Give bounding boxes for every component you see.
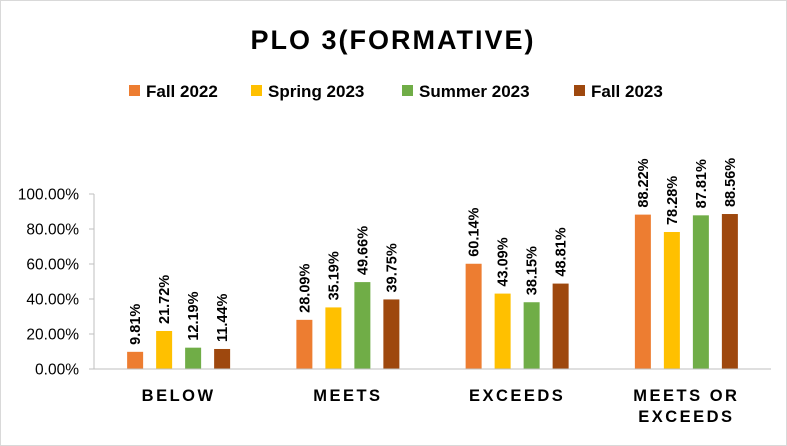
- category-label: EXCEEDS: [469, 387, 565, 405]
- bar: [185, 347, 202, 369]
- bar: [552, 283, 569, 369]
- legend-label: Spring 2023: [268, 82, 364, 101]
- data-label: 35.19%: [326, 251, 342, 300]
- data-label: 43.09%: [496, 237, 512, 286]
- category-label: MEETS OR: [633, 387, 739, 405]
- data-label: 88.22%: [636, 158, 652, 207]
- bar: [465, 263, 482, 369]
- bar: [156, 330, 173, 369]
- bar: [523, 302, 540, 369]
- bar: [721, 214, 738, 369]
- legend-label: Summer 2023: [419, 82, 530, 101]
- legend: Fall 2022 Spring 2023 Summer 2023 Fall 2023: [129, 82, 663, 101]
- legend-swatch: [402, 85, 413, 96]
- data-label: 21.72%: [157, 275, 173, 324]
- bar: [663, 232, 680, 369]
- data-label: 38.15%: [525, 246, 541, 295]
- y-tick-label: 60.00%: [26, 257, 79, 274]
- bar: [296, 319, 313, 369]
- data-label: 11.44%: [215, 293, 231, 341]
- y-tick-label: 80.00%: [26, 222, 79, 239]
- bar: [383, 299, 400, 369]
- bar: [127, 351, 144, 369]
- data-label: 48.81%: [554, 227, 570, 276]
- data-label: 49.66%: [355, 226, 371, 275]
- bar: [354, 282, 371, 369]
- x-axis: BELOW MEETS EXCEEDS MEETS OR EXCEEDS: [94, 368, 771, 426]
- legend-label: Fall 2022: [146, 82, 218, 101]
- bar: [692, 215, 709, 369]
- bar: [214, 348, 231, 369]
- y-tick-label: 0.00%: [35, 362, 79, 379]
- legend-label: Fall 2023: [591, 82, 663, 101]
- data-label: 28.09%: [297, 264, 313, 313]
- y-tick-label: 100.00%: [18, 187, 79, 204]
- data-label: 9.81%: [128, 304, 144, 345]
- bar: [325, 307, 342, 369]
- y-tick-label: 20.00%: [26, 327, 79, 344]
- data-label: 88.56%: [723, 158, 739, 207]
- data-label: 39.75%: [384, 243, 400, 292]
- legend-swatch: [574, 85, 585, 96]
- data-labels: 9.81% 21.72% 12.19% 11.44% 28.09% 35.19% 49.66…: [128, 158, 739, 345]
- y-tick-label: 40.00%: [26, 292, 79, 309]
- category-label: MEETS: [313, 387, 382, 405]
- data-label: 87.81%: [694, 159, 710, 208]
- data-label: 12.19%: [186, 291, 202, 340]
- data-label: 60.14%: [467, 207, 483, 256]
- category-label: EXCEEDS: [638, 408, 734, 426]
- legend-swatch: [251, 85, 262, 96]
- bars: [127, 214, 738, 369]
- bar: [494, 293, 511, 369]
- bar: [634, 214, 651, 369]
- data-label: 78.28%: [665, 176, 681, 225]
- category-label: BELOW: [142, 387, 216, 405]
- legend-swatch: [129, 85, 140, 96]
- chart-title: PLO 3(FORMATIVE): [251, 25, 536, 55]
- y-axis: 0.00% 20.00% 40.00% 60.00% 80.00% 100.00%: [18, 187, 95, 379]
